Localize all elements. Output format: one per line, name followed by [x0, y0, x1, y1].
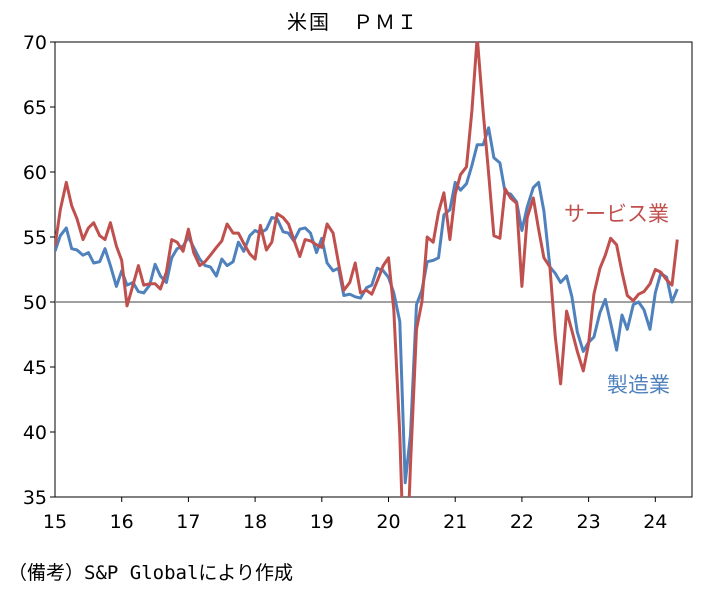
x-tick-label: 17: [176, 511, 200, 533]
y-tick-label: 65: [23, 97, 47, 119]
y-tick-label: 40: [23, 422, 47, 444]
y-tick-label: 50: [23, 292, 47, 314]
chart-title: 米国 ＰＭＩ: [287, 10, 419, 34]
x-tick-label: 22: [510, 511, 534, 533]
y-tick-label: 35: [23, 487, 47, 509]
x-tick-label: 23: [577, 511, 601, 533]
x-tick-label: 16: [110, 511, 134, 533]
manufacturing-line: [55, 126, 679, 485]
y-tick-label: 55: [23, 227, 47, 249]
x-tick-label: 24: [643, 511, 667, 533]
y-tick-label: 70: [23, 32, 47, 54]
x-tick-label: 15: [43, 511, 67, 533]
x-tick-label: 20: [376, 511, 400, 533]
x-tick-label: 18: [243, 511, 267, 533]
y-tick-label: 60: [23, 162, 47, 184]
manufacturing-label: 製造業: [607, 373, 670, 397]
x-tick-label: 19: [310, 511, 334, 533]
x-tick-label: 21: [443, 511, 467, 533]
series-lines: [55, 42, 679, 497]
y-tick-label: 45: [23, 357, 47, 379]
services-line: [55, 42, 679, 497]
source-note: （備考）S&P Globalにより作成: [8, 562, 294, 584]
plot-frame: [54, 41, 693, 498]
services-label: サービス業: [564, 202, 669, 226]
